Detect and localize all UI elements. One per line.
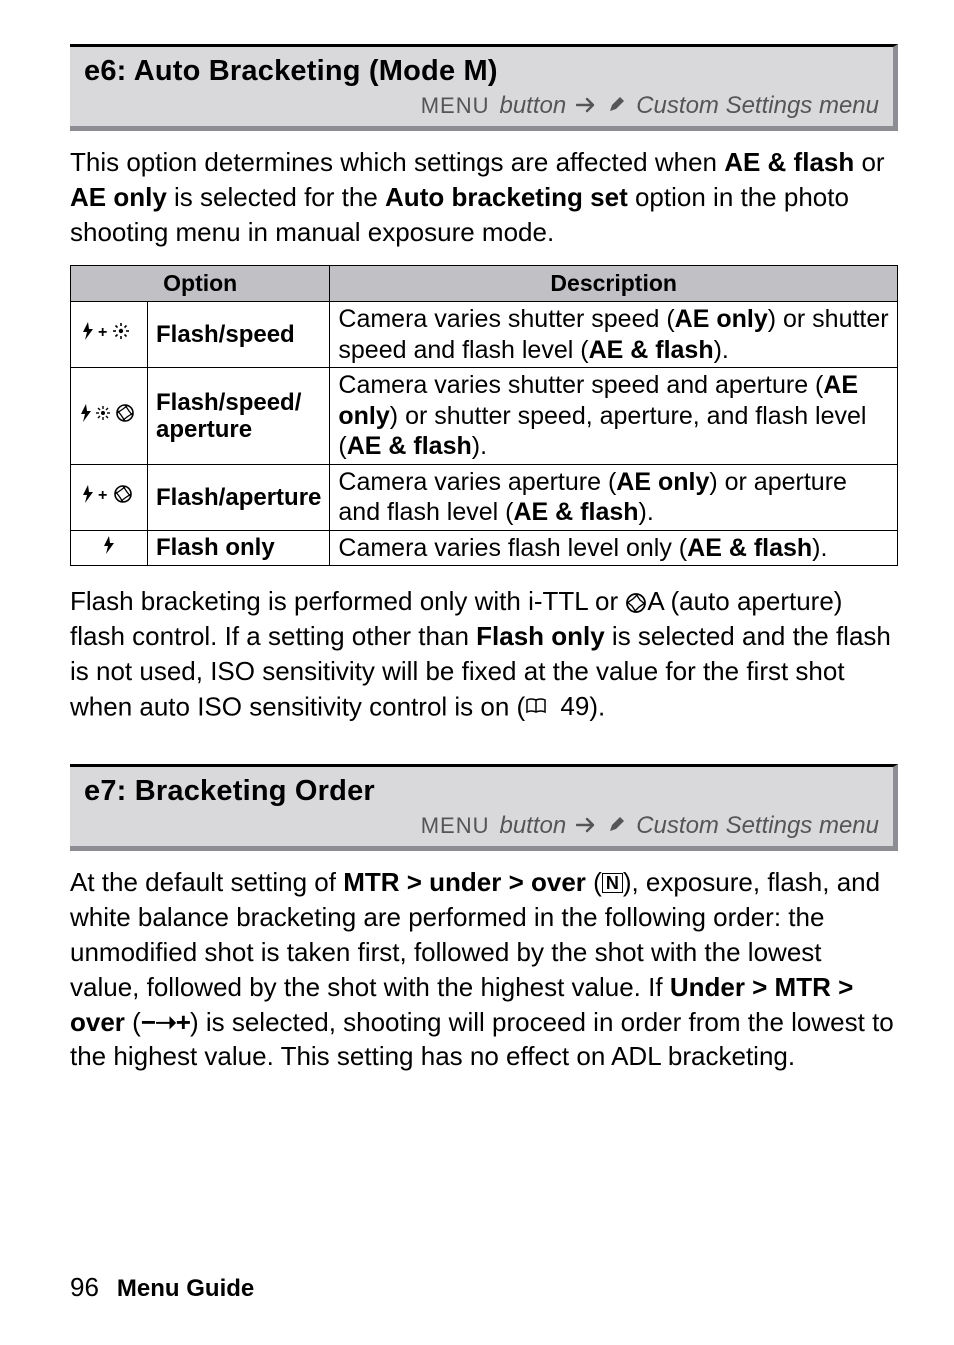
text-bold: MTR > under > over <box>343 867 586 897</box>
table-row: + Flash/aperture Camera varies aperture … <box>71 464 898 530</box>
page-number: 49 <box>560 689 589 724</box>
book-icon <box>525 697 547 715</box>
text: or <box>854 147 884 177</box>
col-description: Description <box>330 266 898 302</box>
text: Camera varies aperture ( <box>338 468 616 496</box>
text: Camera varies shutter speed and aperture… <box>338 371 823 399</box>
e7-paragraph: At the default setting of MTR > under > … <box>70 865 898 1074</box>
option-name: Flash only <box>148 530 330 566</box>
option-desc: Camera varies flash level only (AE & fla… <box>330 530 898 566</box>
order-glyph-icon: −➝+ <box>141 1007 190 1037</box>
row-icon <box>71 530 148 566</box>
text-bold: AE & flash <box>514 498 639 526</box>
pencil-icon <box>608 92 626 120</box>
section-title: e6: Auto Bracketing (Mode M) <box>84 55 879 88</box>
section-title: e7: Bracketing Order <box>84 775 879 808</box>
text: ). <box>589 691 605 721</box>
option-desc: Camera varies shutter speed and aperture… <box>330 368 898 465</box>
section-header-e6: e6: Auto Bracketing (Mode M) MENU button… <box>70 44 898 131</box>
menu-path: MENU button Custom Settings menu <box>84 92 879 120</box>
text: ( <box>586 867 602 897</box>
options-table: Option Description + Flash/speed <box>70 265 898 566</box>
option-desc: Camera varies shutter speed (AE only) or… <box>330 302 898 368</box>
page-ref: 49 <box>525 689 589 724</box>
text: Flash bracketing is performed only with … <box>70 586 625 616</box>
text: ). <box>472 432 487 460</box>
text-bold: AE only <box>616 468 709 496</box>
table-row: Flash/speed/ aperture Camera varies shut… <box>71 368 898 465</box>
text: is selected for the <box>167 182 385 212</box>
pencil-icon <box>608 812 626 840</box>
n-boxed-icon: N <box>602 873 623 893</box>
text-bold: AE & flash <box>724 147 854 177</box>
arrow-right-icon <box>576 812 598 840</box>
note-paragraph: Flash bracketing is performed only with … <box>70 584 898 724</box>
option-name: Flash/speed <box>148 302 330 368</box>
text: This option determines which settings ar… <box>70 147 724 177</box>
text: Camera varies shutter speed ( <box>338 305 674 333</box>
menu-label: MENU <box>421 813 490 839</box>
intro-paragraph: This option determines which settings ar… <box>70 145 898 249</box>
button-word: button <box>499 92 566 120</box>
text: Camera varies flash level only ( <box>338 534 687 562</box>
footer-label: Menu Guide <box>117 1275 254 1303</box>
option-desc: Camera varies aperture (AE only) or aper… <box>330 464 898 530</box>
aperture-icon <box>625 586 647 616</box>
table-row: + Flash/speed Camera varies shutter spee… <box>71 302 898 368</box>
svg-text:+: + <box>98 324 107 341</box>
text-bold: Auto bracketing set <box>385 182 628 212</box>
option-name: Flash/speed/ aperture <box>148 368 330 465</box>
col-option: Option <box>71 266 330 302</box>
row-icon: + <box>71 302 148 368</box>
text-bold: AE & flash <box>347 432 472 460</box>
menu-label: MENU <box>421 93 490 119</box>
table-row: Flash only Camera varies flash level onl… <box>71 530 898 566</box>
text-bold: Flash only <box>476 621 605 651</box>
arrow-right-icon <box>576 92 598 120</box>
page-footer: 96 Menu Guide <box>70 1272 254 1303</box>
option-name: Flash/aperture <box>148 464 330 530</box>
text: At the default setting of <box>70 867 343 897</box>
row-icon: + <box>71 464 148 530</box>
text: ). <box>714 336 729 364</box>
section-header-e7: e7: Bracketing Order MENU button Custom … <box>70 764 898 851</box>
menu-path: MENU button Custom Settings menu <box>84 812 879 840</box>
page-number: 96 <box>70 1272 99 1303</box>
row-icon <box>71 368 148 465</box>
svg-text:+: + <box>98 487 107 504</box>
text-bold: AE only <box>70 182 167 212</box>
text: ( <box>125 1007 141 1037</box>
path-text: Custom Settings menu <box>636 812 879 840</box>
text-bold: AE & flash <box>687 534 812 562</box>
path-text: Custom Settings menu <box>636 92 879 120</box>
text-bold: AE & flash <box>589 336 714 364</box>
text: ). <box>812 534 827 562</box>
text-bold: AE only <box>675 305 768 333</box>
text: ). <box>639 498 654 526</box>
text: ) is selected, shooting will proceed in … <box>70 1007 894 1072</box>
button-word: button <box>499 812 566 840</box>
